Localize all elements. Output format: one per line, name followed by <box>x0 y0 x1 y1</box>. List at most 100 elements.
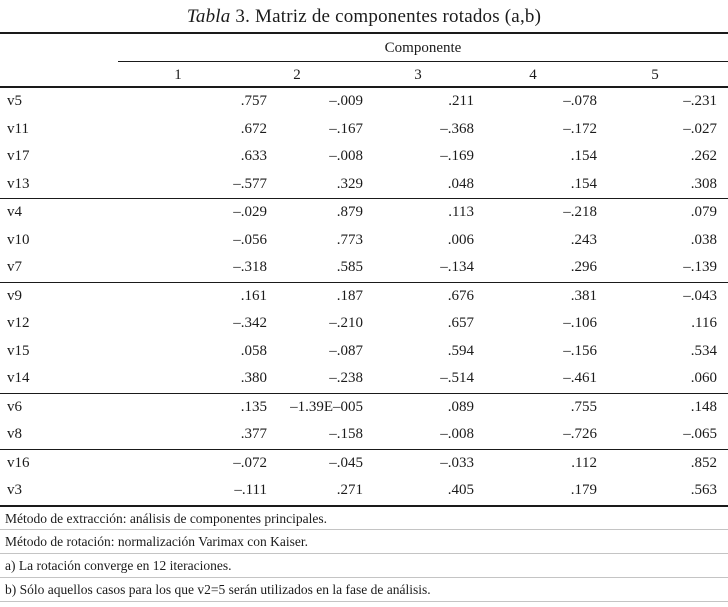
cell-value: .211 <box>448 93 474 110</box>
table-row: v16 –.072 –.045 –.033 .112 .852 <box>0 450 728 478</box>
cell-value: .148 <box>690 398 717 415</box>
row-group: v6 .135 –1.39E–005 .089 .755 .148 v8 .377 –.158 –… <box>0 392 728 449</box>
cell-value: .563 <box>690 482 717 499</box>
table-row: v12 –.342 –.210 .657 –.106 .116 <box>0 310 728 338</box>
table-title-word: Tabla <box>186 6 231 27</box>
cell-value: –.045 <box>329 454 363 471</box>
cell-value: –.169 <box>440 148 474 165</box>
cell-value: –.158 <box>329 426 363 443</box>
cell-value: .006 <box>447 231 474 248</box>
cell-value: .879 <box>336 204 363 221</box>
cell-value: .058 <box>240 342 267 359</box>
row-label: v11 <box>7 120 29 137</box>
cell-value: –.065 <box>683 426 717 443</box>
row-label: v5 <box>7 93 22 110</box>
cell-value: .079 <box>690 204 717 221</box>
table-row: v9 .161 .187 .676 .381 –.043 <box>0 283 728 311</box>
cell-value: .672 <box>240 120 267 137</box>
cell-value: .048 <box>447 175 474 192</box>
cell-value: .534 <box>690 342 717 359</box>
cell-value: –.008 <box>329 148 363 165</box>
cell-value: .594 <box>447 342 474 359</box>
cell-value: –.726 <box>563 426 597 443</box>
cell-value: –1.39E–005 <box>290 398 363 415</box>
cell-value: .271 <box>336 482 363 499</box>
cell-value: .405 <box>447 482 474 499</box>
cell-value: –.027 <box>683 120 717 137</box>
row-label: v15 <box>7 342 30 359</box>
table-row: v4 –.029 .879 .113 –.218 .079 <box>0 199 728 227</box>
column-header-2: 2 <box>293 67 301 83</box>
row-label: v17 <box>7 148 30 165</box>
cell-value: –.139 <box>683 259 717 276</box>
cell-value: .755 <box>570 398 597 415</box>
component-group-header: Componente <box>118 34 728 62</box>
cell-value: –.033 <box>440 454 474 471</box>
cell-value: –.167 <box>329 120 363 137</box>
cell-value: .243 <box>570 231 597 248</box>
table-row: v14 .380 –.238 –.514 –.461 .060 <box>0 365 728 393</box>
cell-value: –.238 <box>329 370 363 387</box>
cell-value: .089 <box>447 398 474 415</box>
footnote-extraction-method: Método de extracción: análisis de compon… <box>0 507 728 531</box>
table-body: v5 .757 –.009 .211 –.078 –.231 v11 .672 –.167 –.3… <box>0 88 728 507</box>
row-label: v3 <box>7 482 22 499</box>
row-group: v5 .757 –.009 .211 –.078 –.231 v11 .672 –.167 –.3… <box>0 88 728 198</box>
row-label: v10 <box>7 231 30 248</box>
cell-value: –.210 <box>329 315 363 332</box>
table-title-rest: 3. Matriz de componentes rotados (a,b) <box>235 6 542 27</box>
cell-value: .179 <box>570 482 597 499</box>
table-row: v3 –.111 .271 .405 .179 .563 <box>0 477 728 505</box>
footnote-a: a) La rotación converge en 12 iteracione… <box>0 554 728 578</box>
table-row: v15 .058 –.087 .594 –.156 .534 <box>0 338 728 366</box>
row-label: v4 <box>7 204 22 221</box>
cell-value: .135 <box>240 398 267 415</box>
cell-value: –.056 <box>233 231 267 248</box>
column-header-5: 5 <box>651 67 659 83</box>
cell-value: .757 <box>240 93 267 110</box>
cell-value: .116 <box>691 315 717 332</box>
cell-value: –.318 <box>233 259 267 276</box>
row-group: v4 –.029 .879 .113 –.218 .079 v10 –.056 .773 .006… <box>0 198 728 282</box>
cell-value: .038 <box>690 231 717 248</box>
cell-value: .296 <box>570 259 597 276</box>
table-row: v7 –.318 .585 –.134 .296 –.139 <box>0 254 728 282</box>
cell-value: –.134 <box>440 259 474 276</box>
column-header-row: 1 2 3 4 5 <box>0 62 728 88</box>
row-label: v6 <box>7 398 22 415</box>
footnote-rotation-method: Método de rotación: normalización Varima… <box>0 530 728 555</box>
cell-value: .676 <box>447 287 474 304</box>
cell-value: .154 <box>570 148 597 165</box>
cell-value: –.172 <box>563 120 597 137</box>
cell-value: –.231 <box>683 93 717 110</box>
cell-value: .329 <box>336 175 363 192</box>
cell-value: .380 <box>240 370 267 387</box>
table-row: v10 –.056 .773 .006 .243 .038 <box>0 227 728 255</box>
cell-value: –.514 <box>440 370 474 387</box>
table-row: v6 .135 –1.39E–005 .089 .755 .148 <box>0 394 728 422</box>
cell-value: .308 <box>690 175 717 192</box>
cell-value: .187 <box>336 287 363 304</box>
row-label: v7 <box>7 259 22 276</box>
table-title: Tabla 3. Matriz de componentes rotados (… <box>0 0 728 34</box>
cell-value: –.342 <box>233 315 267 332</box>
table-footnotes: Método de extracción: análisis de compon… <box>0 507 728 602</box>
cell-value: –.078 <box>563 93 597 110</box>
row-label: v13 <box>7 175 30 192</box>
table-row: v5 .757 –.009 .211 –.078 –.231 <box>0 88 728 116</box>
row-label: v8 <box>7 426 22 443</box>
cell-value: –.218 <box>563 204 597 221</box>
cell-value: –.072 <box>233 454 267 471</box>
cell-value: .657 <box>447 315 474 332</box>
cell-value: .262 <box>690 148 717 165</box>
cell-value: .852 <box>690 454 717 471</box>
row-label: v16 <box>7 454 30 471</box>
cell-value: .154 <box>570 175 597 192</box>
cell-value: –.087 <box>329 342 363 359</box>
cell-value: .112 <box>571 454 597 471</box>
row-label: v12 <box>7 315 30 332</box>
column-header-4: 4 <box>529 67 537 83</box>
cell-value: –.461 <box>563 370 597 387</box>
column-header-1: 1 <box>174 67 182 83</box>
